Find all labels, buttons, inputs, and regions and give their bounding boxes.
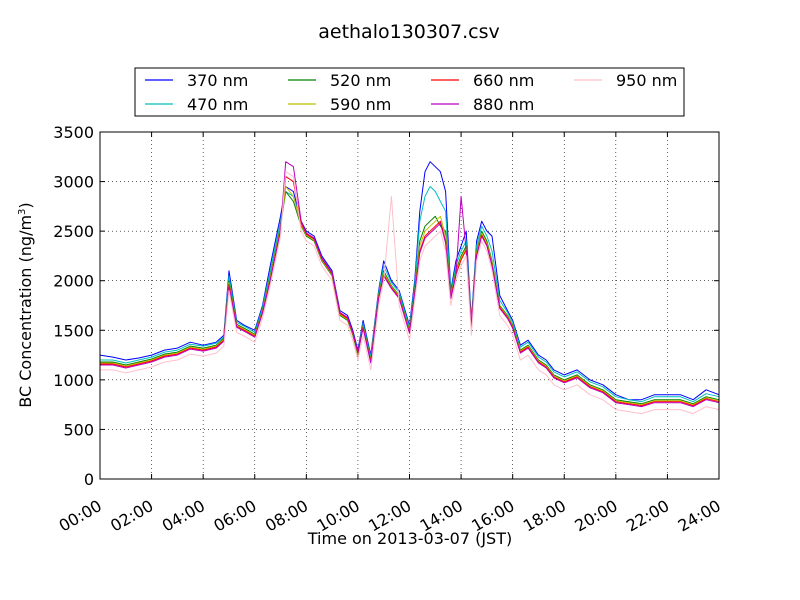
y-tick-label: 2500 (53, 222, 94, 241)
y-tick-label: 3000 (53, 173, 94, 192)
legend-label: 660 nm (473, 71, 534, 90)
x-tick-label: 00:00 (56, 496, 105, 536)
y-axis-label-superscript: 3 (17, 209, 28, 215)
axis-ticks: 00:00 02:00 04:00 06:00 08:00 10:00 12:00 14:00… (53, 123, 724, 536)
y-tick-label: 0 (84, 470, 94, 489)
series-line-590-nm (100, 186, 720, 406)
series-line-880-nm (100, 161, 720, 408)
x-tick-label: 06:00 (210, 496, 259, 536)
legend-label: 470 nm (187, 95, 248, 114)
legend-box (134, 67, 685, 117)
y-tick-label: 1500 (53, 321, 94, 340)
x-tick-label: 20:00 (571, 496, 620, 536)
x-tick-label: 18:00 (520, 496, 569, 536)
series-line-660-nm (100, 176, 720, 407)
y-axis-label-main: BC Concentration (ng/m (16, 215, 35, 408)
x-tick-label: 02:00 (107, 496, 156, 536)
series-lines (99, 161, 720, 415)
legend-label: 590 nm (330, 95, 391, 114)
legend-label: 880 nm (473, 95, 534, 114)
series-line-520-nm (100, 191, 720, 405)
y-tick-label: 2000 (53, 272, 94, 291)
legend: 370 nm 470 nm 520 nm 590 nm 660 nm 880 nm 950 … (134, 67, 685, 117)
x-tick-label: 08:00 (262, 496, 311, 536)
legend-label: 520 nm (330, 71, 391, 90)
y-tick-label: 500 (63, 420, 94, 439)
x-tick-label: 24:00 (675, 496, 724, 536)
y-axis-label-close: ) (16, 202, 35, 208)
series-line-950-nm (100, 171, 720, 415)
legend-label: 950 nm (616, 71, 677, 90)
y-axis-label: BC Concentration (ng/m3) (16, 202, 35, 407)
series-line-470-nm (100, 186, 720, 403)
x-axis-label: Time on 2013-03-07 (JST) (307, 529, 512, 548)
y-tick-label: 3500 (53, 123, 94, 142)
y-tick-label: 1000 (53, 371, 94, 390)
legend-label: 370 nm (187, 71, 248, 90)
x-tick-label: 04:00 (159, 496, 208, 536)
grid (100, 132, 719, 479)
x-tick-label: 22:00 (623, 496, 672, 536)
chart-title: aethalo130307.csv (318, 21, 500, 43)
